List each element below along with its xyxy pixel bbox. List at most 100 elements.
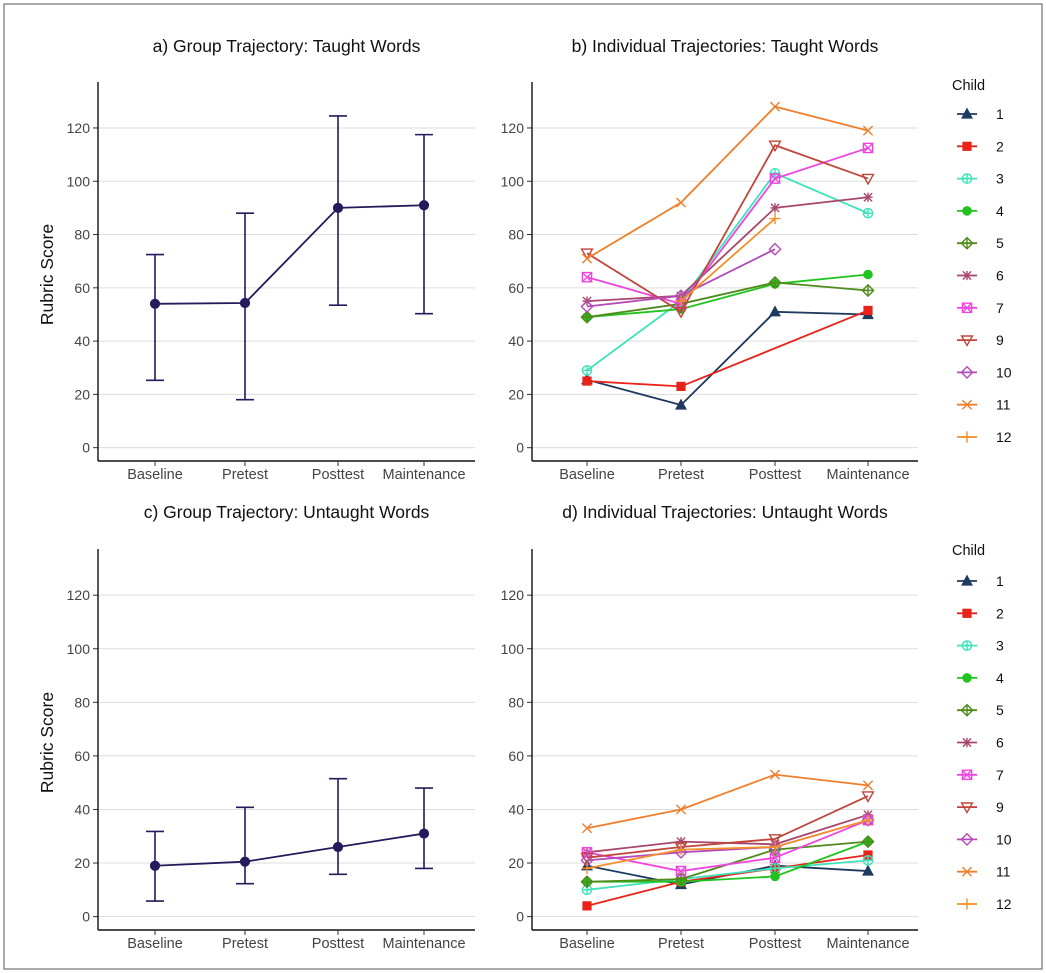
panel-b-legend-item-7-marker-box: [961, 302, 973, 314]
panel-d-series-3-point: [862, 855, 874, 866]
panel-b-series-11-point: [862, 125, 874, 136]
panel-d-series-7-point-cross: [675, 865, 687, 877]
panel-d-legend-item-7-marker-cross: [961, 769, 973, 780]
panel-a-ytick-label: 80: [74, 227, 90, 243]
panel-d-series-7-point-box: [675, 865, 687, 877]
panel-d-legend-item-5-marker-cross: [961, 704, 973, 716]
panel-b-legend-item-6-marker: [962, 270, 972, 281]
panel-b-legend-item-2-marker: [962, 141, 972, 151]
panel-d-legend-item-3-marker: [961, 640, 973, 651]
panel-b-legend-item-4-marker: [962, 206, 972, 216]
panel-d-legend-item-12-marker: [961, 898, 973, 910]
panel-b-series-9-point: [674, 307, 688, 319]
panel-d-xtick-label: Baseline: [559, 936, 615, 952]
panel-a-ytick-label: 120: [67, 120, 91, 136]
panel-d-ytick-label: 60: [508, 748, 524, 764]
panel-b-series-3-point: [862, 207, 874, 219]
panel-b-series-5-point-cross: [769, 276, 781, 289]
panel-d-legend-item-2-marker: [962, 608, 972, 618]
panel-b-series-1-point: [769, 305, 781, 317]
panel-b-series-11-point: [769, 101, 781, 112]
panel-b-legend-item-11-label: 11: [996, 397, 1011, 413]
panel-b-series-12-point: [769, 212, 781, 225]
panel-d-series-9-point: [674, 842, 688, 854]
panel-a-xtick-label: Baseline: [127, 467, 183, 483]
panel-b-series-3-line: [586, 172, 869, 372]
panel-d-series-12-point: [675, 844, 687, 856]
panel-b-legend-item-12-label: 12: [996, 429, 1012, 445]
panel-c-ytick-label: 80: [74, 694, 90, 710]
panel-d-series-9-point: [861, 791, 875, 803]
panel-b-series-12-line: [680, 217, 776, 302]
panel-c-series-1-point: [239, 856, 251, 867]
panel-b-series-12-point: [675, 295, 687, 307]
panel-c-ytick-label: 20: [74, 855, 90, 871]
panel-d-series-11-point: [675, 804, 687, 815]
panel-a-ytick-label: 100: [67, 173, 91, 189]
panel-b-series-5-line: [586, 281, 869, 319]
panel-b-series-2-point: [676, 381, 686, 391]
panel-b-legend-item-3-marker-cross: [962, 174, 972, 184]
panel-b-series-3-point-cross: [863, 208, 873, 218]
panel-d-legend-item-3-marker-cross: [962, 641, 972, 651]
panel-d-legend-item-6-label: 6: [996, 735, 1004, 751]
panel-c-series-1-point: [332, 841, 344, 853]
panel-c-series-1: [146, 777, 433, 902]
panel-d-legend-item-7-label: 7: [996, 767, 1004, 783]
panel-a-series-1-point: [332, 202, 344, 213]
panel-d-legend-item-1-marker: [961, 574, 973, 586]
panel-b-series-1: [581, 305, 874, 410]
panel-d-series-11-line: [586, 773, 869, 830]
panel-b-legend-item-5-marker-cross: [961, 237, 973, 249]
panel-d-legend-item-1-label: 1: [996, 573, 1004, 589]
panel-d-xtick-label: Maintenance: [826, 936, 909, 952]
panel-b-series-7-point: [769, 173, 781, 184]
panel-b-ytick-label: 80: [508, 227, 524, 243]
panel-d-legend-item-11-marker: [961, 866, 973, 877]
panel-d-ytick-label: 80: [508, 694, 524, 710]
panel-b-series-7-point-box: [862, 142, 874, 154]
panel-b-legend-item-9-marker: [960, 335, 974, 347]
panel-c-y-axis-label: Rubric Score: [37, 692, 57, 793]
panel-b-series-7-point: [581, 271, 593, 283]
panel-d-legend-item-9-marker: [960, 802, 974, 814]
panel-d-legend-item-5-marker: [960, 703, 974, 717]
figure-border: [3, 3, 1043, 970]
panel-b-series-1-line: [586, 310, 869, 407]
panel-b-series-7-point-cross: [769, 173, 781, 184]
panel-d-series-5-point-cross: [862, 836, 874, 848]
panel-d-series-11-point: [769, 769, 781, 780]
panel-b-legend-item-9-label: 9: [996, 332, 1004, 348]
panel-d-series-12-line: [586, 819, 869, 870]
panel-b-series-9-point: [580, 248, 594, 261]
panel-d-ytick-label: 0: [516, 909, 524, 925]
panel-d-series-9-line: [586, 795, 869, 859]
panel-c-series-1-point: [418, 828, 430, 839]
panel-c-xtick-label: Maintenance: [382, 936, 465, 952]
panel-d-series-3-point: [769, 863, 781, 874]
panel-b-series-11-point: [581, 253, 593, 264]
panel-b-xtick-label: Maintenance: [826, 467, 909, 483]
panel-d-series-7-line: [586, 819, 869, 872]
panel-b-series-1-point: [675, 398, 687, 410]
panel-a-series-1-point: [418, 200, 430, 211]
panel-d-series-12-point: [769, 841, 781, 853]
panel-d-series-5-point: [861, 835, 875, 849]
panel-a-ytick-label: 0: [82, 440, 90, 456]
panel-d-series-7-point-cross: [581, 847, 593, 858]
panel-d-series-7-point: [675, 865, 687, 877]
panel-b-xtick-label: Posttest: [749, 467, 801, 483]
panel-c-xtick-label: Pretest: [222, 936, 268, 952]
panel-b-ytick-label: 120: [501, 120, 525, 136]
panel-b-series-12: [675, 212, 781, 307]
panel-d-series-7-point-cross: [769, 852, 781, 863]
panel-d-ytick-label: 120: [501, 587, 525, 603]
panel-d-series-3-point-cross: [770, 863, 780, 873]
panel-d-series-1-point: [862, 864, 874, 876]
panel-b-legend-item-5-label: 5: [996, 235, 1004, 251]
panel-d-series-2-point: [582, 901, 592, 911]
panel-b-legend-title: Child: [952, 78, 985, 94]
panel-c-ytick-label: 100: [67, 641, 91, 657]
panel-c-ytick-label: 40: [74, 801, 90, 817]
